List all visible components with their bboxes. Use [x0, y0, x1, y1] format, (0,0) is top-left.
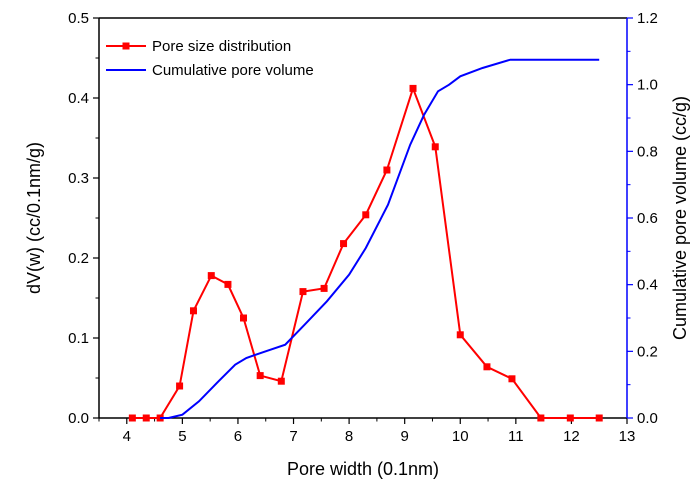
- data-point: [340, 240, 348, 248]
- legend-item: Cumulative pore volume: [106, 62, 314, 79]
- y-left-tick-label: 0.5: [68, 10, 89, 27]
- x-axis-title: Pore width (0.1nm): [287, 459, 439, 479]
- x-tick-label: 11: [508, 428, 524, 445]
- data-point: [409, 84, 417, 92]
- data-point: [189, 307, 197, 315]
- data-point: [207, 272, 215, 280]
- y-right-tick-label: 0.2: [637, 343, 658, 360]
- x-tick-label: 12: [563, 428, 580, 445]
- y-left-tick-label: 0.1: [68, 330, 89, 347]
- data-point: [142, 414, 150, 422]
- data-point: [277, 377, 285, 385]
- data-point: [431, 143, 439, 151]
- y-axis-title: dV(w) (cc/0.1nm/g): [24, 142, 44, 294]
- y-right-tick-label: 1.0: [637, 77, 658, 94]
- y-axis-right: 0.0 0.2 0.4 0.6 0.8 1.0 1.2: [627, 10, 658, 427]
- x-tick-label: 10: [452, 428, 469, 445]
- x-tick-label: 6: [234, 428, 242, 445]
- data-point: [595, 414, 603, 422]
- data-point: [224, 280, 232, 288]
- y-right-tick-label: 0.6: [637, 210, 658, 227]
- data-point: [483, 363, 491, 371]
- legend: Pore size distribution Cumulative pore vo…: [106, 38, 314, 79]
- legend-label: Pore size distribution: [152, 38, 291, 55]
- y2-axis-title: Cumulative pore volume (cc/g): [670, 96, 690, 340]
- y-right-tick-label: 0.8: [637, 143, 658, 160]
- legend-label: Cumulative pore volume: [152, 62, 314, 79]
- x-tick-label: 8: [345, 428, 353, 445]
- x-tick-label: 7: [289, 428, 297, 445]
- x-tick-label: 9: [401, 428, 409, 445]
- y-right-tick-label: 0.0: [637, 410, 658, 427]
- data-point: [256, 372, 264, 380]
- data-point: [508, 375, 516, 383]
- series-line: [160, 58, 600, 419]
- x-tick-label: 4: [123, 428, 131, 445]
- data-point: [128, 414, 136, 422]
- data-point: [566, 414, 574, 422]
- y-left-tick-label: 0.4: [68, 90, 89, 107]
- data-point: [537, 414, 545, 422]
- y-left-tick-label: 0.0: [68, 410, 89, 427]
- data-point: [176, 382, 184, 390]
- data-point: [362, 211, 370, 219]
- y-left-tick-label: 0.2: [68, 250, 89, 267]
- series-0: [128, 84, 603, 422]
- data-point: [299, 288, 307, 296]
- series-1: [160, 58, 600, 419]
- x-axis: 4 5 6 7 8 9 10 11 12 13: [98, 418, 636, 445]
- data-point: [240, 314, 248, 322]
- y-right-tick-label: 0.4: [637, 277, 658, 294]
- legend-swatch-marker: [122, 42, 130, 50]
- y-left-tick-label: 0.3: [68, 170, 89, 187]
- series-layer: [128, 58, 603, 422]
- data-point: [320, 284, 328, 292]
- y-axis-left: 0.0 0.1 0.2 0.3 0.4 0.5: [68, 10, 99, 427]
- legend-item: Pore size distribution: [106, 38, 291, 55]
- x-tick-label: 5: [178, 428, 186, 445]
- data-point: [383, 166, 391, 174]
- data-point: [456, 331, 464, 339]
- y-right-tick-label: 1.2: [637, 10, 658, 27]
- x-tick-label: 13: [619, 428, 636, 445]
- series-line: [132, 85, 600, 419]
